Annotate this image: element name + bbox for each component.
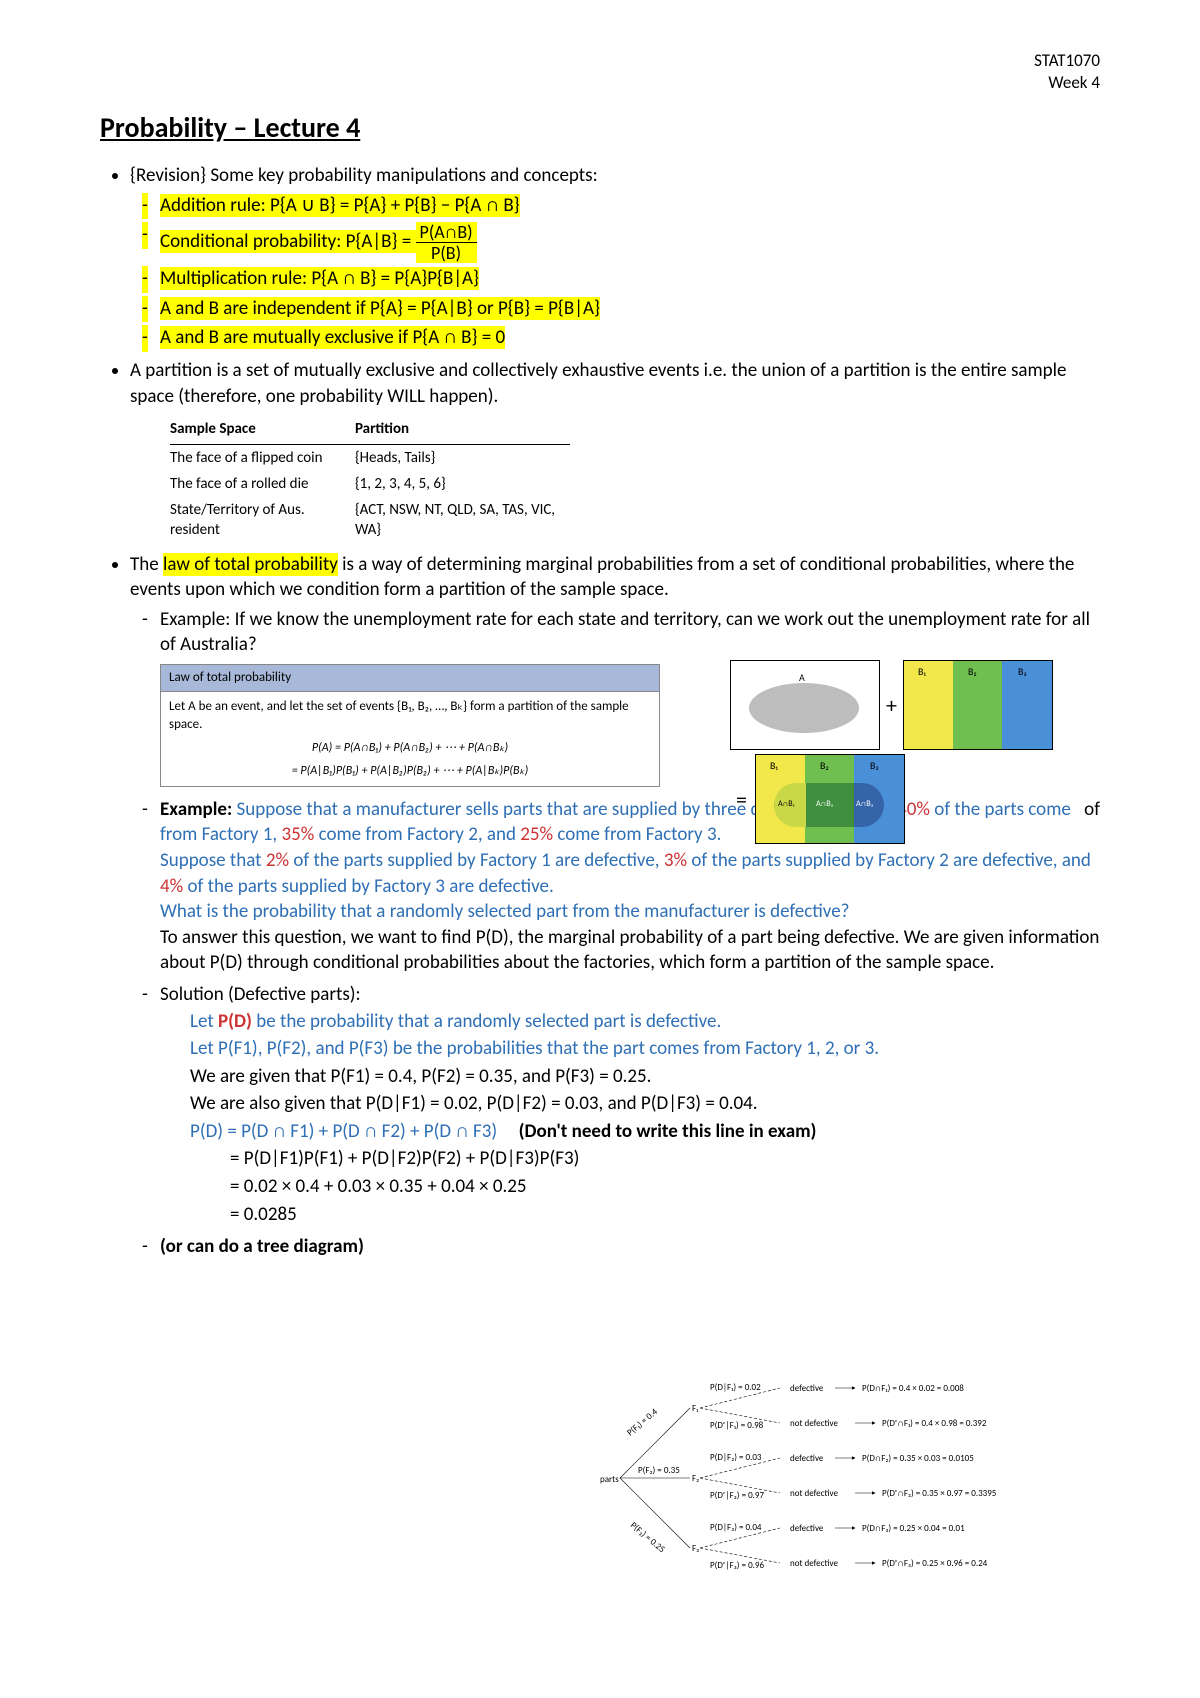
table-h1: Sample Space	[170, 417, 355, 444]
law-box: Law of total probability Let A be an eve…	[160, 664, 660, 787]
revision-text: {Revision} Some key probability manipula…	[130, 164, 598, 187]
law-example: Example: If we know the unemployment rat…	[160, 607, 1100, 658]
svg-text:defective: defective	[790, 1453, 824, 1464]
svg-text:P(Dᶜ∩F₂) = 0.35 × 0.97 = 0.339: P(Dᶜ∩F₂) = 0.35 × 0.97 = 0.3395	[882, 1488, 997, 1499]
page: STAT1070 Week 4 Probability – Lecture 4 …	[0, 0, 1200, 1698]
svg-text:P(D∩F₁) = 0.4 × 0.02 = 0.008: P(D∩F₁) = 0.4 × 0.02 = 0.008	[862, 1383, 964, 1394]
svg-text:P(Dᶜ|F₃) = 0.96: P(Dᶜ|F₃) = 0.96	[710, 1560, 764, 1571]
svg-text:P(D∩F₃) = 0.25 × 0.04 = 0.01: P(D∩F₃) = 0.25 × 0.04 = 0.01	[862, 1523, 965, 1534]
table-h2: Partition	[355, 417, 570, 444]
rule-multiplication: Multiplication rule: P{A ∩ B} = P{A}P{B|…	[160, 266, 1100, 293]
solution-item: Solution (Defective parts): Let P(D) be …	[160, 982, 1100, 1228]
svg-text:P(Dᶜ∩F₁) = 0.4 × 0.98 = 0.392: P(Dᶜ∩F₁) = 0.4 × 0.98 = 0.392	[882, 1418, 987, 1429]
equals-icon: =	[736, 786, 747, 813]
tree-note: (or can do a tree diagram)	[160, 1234, 1100, 1260]
partition-bullet: A partition is a set of mutually exclusi…	[130, 358, 1100, 544]
table-cell: State/Territory of Aus. resident	[170, 497, 355, 544]
svg-text:defective: defective	[790, 1523, 824, 1534]
law-sub: Example: If we know the unemployment rat…	[130, 607, 1100, 658]
partition-text: A partition is a set of mutually exclusi…	[130, 359, 1066, 408]
table-cell: The face of a rolled die	[170, 471, 355, 497]
svg-text:P(Dᶜ∩F₃) = 0.25 × 0.96 = 0.24: P(Dᶜ∩F₃) = 0.25 × 0.96 = 0.24	[882, 1558, 988, 1569]
svg-text:F₃: F₃	[692, 1543, 699, 1554]
partition-table: Sample Space Partition The face of a fli…	[170, 417, 570, 543]
page-header: STAT1070 Week 4	[1034, 50, 1100, 94]
rule-mutex: A and B are mutually exclusive if P{A ∩ …	[160, 325, 1100, 352]
svg-text:F₂: F₂	[692, 1473, 699, 1484]
venn-panel-partition: B₁ B₂ B₃	[903, 660, 1053, 750]
law-box-title: Law of total probability	[161, 665, 659, 692]
svg-text:P(F₂) = 0.35: P(F₂) = 0.35	[638, 1465, 680, 1476]
solution-body: Let P(D) be the probability that a rando…	[160, 1008, 1100, 1228]
fraction: P(A∩B) P(B)	[416, 222, 477, 263]
table-cell: The face of a flipped coin	[170, 444, 355, 471]
svg-text:P(D|F₃) = 0.04: P(D|F₃) = 0.04	[710, 1522, 762, 1533]
rule-addition: Addition rule: P{A ∪ B} = P{A} + P{B} − …	[160, 193, 1100, 220]
plus-icon: +	[886, 692, 897, 719]
svg-text:not defective: not defective	[790, 1418, 838, 1429]
venn-panel-ellipse: A	[730, 660, 880, 750]
svg-text:not defective: not defective	[790, 1558, 838, 1569]
svg-text:P(Dᶜ|F₁) = 0.98: P(Dᶜ|F₁) = 0.98	[710, 1420, 764, 1431]
course-code: STAT1070	[1034, 50, 1100, 72]
rule-independent: A and B are independent if P{A} = P{A|B}…	[160, 296, 1100, 323]
svg-text:P(F₁) = 0.4: P(F₁) = 0.4	[625, 1406, 660, 1438]
rules-list: Addition rule: P{A ∪ B} = P{A} + P{B} − …	[130, 193, 1100, 352]
svg-text:not defective: not defective	[790, 1488, 838, 1499]
svg-text:F₁: F₁	[692, 1403, 699, 1414]
tree-diagram: parts P(F₁) = 0.4 P(F₂) = 0.35 P(F₃) = 0…	[600, 1358, 1140, 1598]
venn-panel-result: B₁ B₂ B₃ A∩B₁ A∩B₂ A∩B₃	[755, 754, 905, 844]
law-box-body: Let A be an event, and let the set of ev…	[161, 692, 659, 786]
svg-text:P(D|F₂) = 0.03: P(D|F₂) = 0.03	[710, 1452, 762, 1463]
venn-diagram: A + B₁ B₂ B₃ = B₁ B₂	[730, 660, 1110, 848]
table-cell: {Heads, Tails}	[355, 444, 570, 471]
law-bullet: The law of total probability is a way of…	[130, 552, 1100, 1260]
law-highlight: law of total probability	[163, 553, 338, 576]
table-cell: {ACT, NSW, NT, QLD, SA, TAS, VIC, WA}	[355, 497, 570, 544]
svg-text:parts: parts	[600, 1474, 619, 1485]
example2-list: Example: Suppose that a manufacturer sel…	[130, 797, 1100, 1260]
svg-text:P(D|F₁) = 0.02: P(D|F₁) = 0.02	[710, 1382, 761, 1393]
page-title: Probability – Lecture 4	[100, 110, 1100, 145]
svg-text:P(Dᶜ|F₂) = 0.97: P(Dᶜ|F₂) = 0.97	[710, 1490, 764, 1501]
week-label: Week 4	[1034, 72, 1100, 94]
table-cell: {1, 2, 3, 4, 5, 6}	[355, 471, 570, 497]
svg-text:P(D∩F₂) = 0.35 × 0.03 = 0.0105: P(D∩F₂) = 0.35 × 0.03 = 0.0105	[862, 1453, 974, 1464]
svg-text:P(F₃) = 0.25: P(F₃) = 0.25	[628, 1520, 667, 1556]
revision-bullet: {Revision} Some key probability manipula…	[130, 163, 1100, 352]
rule-conditional: Conditional probability: P{A|B} = P(A∩B)…	[160, 222, 1100, 263]
svg-text:defective: defective	[790, 1383, 824, 1394]
